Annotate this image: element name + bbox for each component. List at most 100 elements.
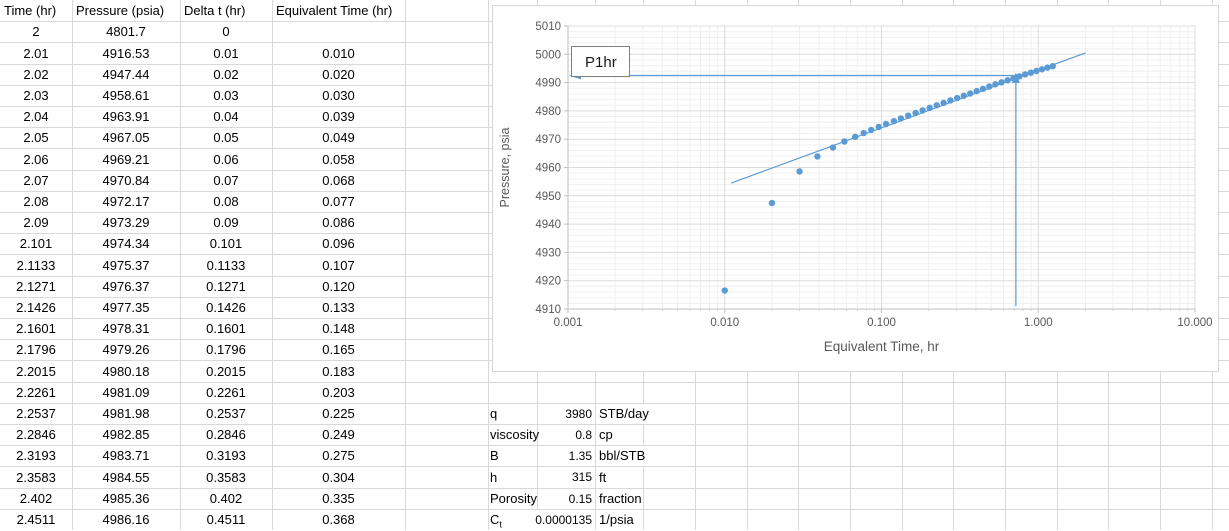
table-cell[interactable]: 0.039 [322, 109, 355, 124]
table-cell[interactable]: 0.01 [213, 46, 239, 61]
table-cell[interactable]: 4969.21 [102, 152, 150, 167]
table-cell[interactable]: 4978.31 [102, 321, 150, 336]
table-cell[interactable]: 4967.05 [102, 130, 150, 145]
table-cell[interactable]: 0.1271 [206, 279, 246, 294]
table-cell[interactable]: 2.09 [23, 215, 49, 230]
table-cell[interactable]: 0.2846 [206, 427, 246, 442]
table-cell[interactable]: 0.1133 [206, 258, 246, 273]
table-cell[interactable]: 4980.18 [102, 364, 150, 379]
table-cell[interactable]: 0.101 [209, 236, 243, 251]
param-label[interactable]: h [490, 470, 498, 485]
table-cell[interactable]: 2.02 [23, 67, 49, 82]
table-cell[interactable]: 0.08 [213, 194, 239, 209]
table-cell[interactable]: 0.249 [322, 427, 355, 442]
table-cell[interactable]: 4979.26 [102, 342, 150, 357]
table-cell[interactable]: 4976.37 [102, 279, 150, 294]
table-cell[interactable]: 2.2015 [16, 364, 56, 379]
param-unit[interactable]: STB/day [596, 404, 649, 424]
table-cell[interactable]: 4982.85 [102, 427, 150, 442]
table-cell[interactable]: 2.2537 [16, 406, 56, 421]
table-cell[interactable]: 4985.36 [102, 491, 150, 506]
table-cell[interactable]: 0.304 [322, 470, 355, 485]
param-unit[interactable]: bbl/STB [596, 446, 646, 466]
table-cell[interactable]: 4984.55 [102, 470, 150, 485]
param-value[interactable]: 0.15 [566, 489, 594, 509]
table-cell[interactable]: 0.133 [322, 300, 355, 315]
table-cell[interactable]: 2.1796 [16, 342, 56, 357]
param-label[interactable]: viscosity [490, 427, 540, 442]
table-cell[interactable]: 0.183 [322, 364, 355, 379]
table-cell[interactable]: 4986.16 [102, 512, 150, 527]
table-cell[interactable]: 2.01 [23, 46, 49, 61]
table-cell[interactable]: 0.2015 [206, 364, 246, 379]
param-unit[interactable]: cp [596, 425, 643, 445]
table-cell[interactable]: 4970.84 [102, 173, 150, 188]
column-header[interactable]: Pressure (psia) [76, 3, 165, 18]
table-cell[interactable]: 4981.98 [102, 406, 150, 421]
table-cell[interactable]: 2.1601 [16, 321, 56, 336]
table-cell[interactable]: 2.101 [19, 236, 53, 251]
table-cell[interactable]: 4981.09 [102, 385, 150, 400]
table-cell[interactable] [273, 22, 404, 42]
table-cell[interactable]: 2.1271 [16, 279, 56, 294]
table-cell[interactable]: 0.3193 [206, 448, 246, 463]
table-cell[interactable]: 2.3583 [16, 470, 56, 485]
table-cell[interactable]: 4972.17 [102, 194, 150, 209]
table-cell[interactable]: 0.107 [322, 258, 355, 273]
table-cell[interactable]: 2.08 [23, 194, 49, 209]
table-cell[interactable]: 0.096 [322, 236, 355, 251]
table-cell[interactable]: 0.2537 [206, 406, 246, 421]
table-cell[interactable]: 0.077 [322, 194, 355, 209]
table-cell[interactable]: 0.4511 [206, 512, 246, 527]
table-cell[interactable]: 4958.61 [102, 88, 150, 103]
param-label[interactable]: q [490, 406, 498, 421]
param-label[interactable]: Porosity [490, 491, 537, 506]
param-label[interactable]: B [490, 448, 499, 463]
table-cell[interactable]: 0.203 [322, 385, 355, 400]
param-unit[interactable]: 1/psia [596, 510, 643, 530]
table-cell[interactable]: 0.1796 [206, 342, 246, 357]
table-cell[interactable]: 2.06 [23, 152, 49, 167]
table-cell[interactable]: 0.03 [213, 88, 239, 103]
table-cell[interactable]: 2.1133 [16, 258, 56, 273]
table-cell[interactable]: 4801.7 [106, 24, 146, 39]
table-cell[interactable]: 0.049 [322, 130, 355, 145]
table-cell[interactable]: 4977.35 [102, 300, 150, 315]
table-cell[interactable]: 0.120 [322, 279, 355, 294]
table-cell[interactable]: 2.4511 [16, 512, 56, 527]
table-cell[interactable]: 0.148 [322, 321, 355, 336]
table-cell[interactable]: 0.09 [213, 215, 239, 230]
table-cell[interactable]: 0.04 [213, 109, 239, 124]
table-cell[interactable]: 0.010 [322, 46, 355, 61]
table-cell[interactable]: 0.402 [209, 491, 243, 506]
table-cell[interactable]: 2.05 [23, 130, 49, 145]
table-cell[interactable]: 4916.53 [102, 46, 150, 61]
table-cell[interactable]: 0.2261 [206, 385, 246, 400]
table-cell[interactable]: 4973.29 [102, 215, 150, 230]
table-cell[interactable]: 0.3583 [206, 470, 246, 485]
column-header[interactable]: Time (hr) [4, 3, 57, 18]
param-value[interactable]: 1.35 [566, 446, 594, 466]
p1hr-callout-box[interactable] [571, 46, 630, 77]
table-cell[interactable]: 0.335 [322, 491, 355, 506]
table-cell[interactable]: 0.058 [322, 152, 355, 167]
column-header[interactable]: Delta t (hr) [184, 3, 246, 18]
table-cell[interactable]: 0.07 [213, 173, 239, 188]
table-cell[interactable]: 4983.71 [102, 448, 150, 463]
table-cell[interactable]: 0.1601 [206, 321, 246, 336]
pressure-buildup-chart[interactable]: 4910 4920 4930 4940 4950 4960 4970 4980 4990 5000… [492, 5, 1219, 372]
column-header[interactable]: Equivalent Time (hr) [276, 3, 393, 18]
table-cell[interactable]: 2.04 [23, 109, 49, 124]
table-cell[interactable]: 2.3193 [16, 448, 56, 463]
table-cell[interactable]: 4975.37 [102, 258, 150, 273]
table-cell[interactable]: 0.06 [213, 152, 239, 167]
table-cell[interactable]: 4947.44 [102, 67, 150, 82]
table-cell[interactable]: 2.2846 [16, 427, 56, 442]
table-cell[interactable]: 2 [32, 24, 40, 39]
table-cell[interactable]: 0.068 [322, 173, 355, 188]
table-cell[interactable]: 0.1426 [206, 300, 246, 315]
table-cell[interactable]: 0.368 [322, 512, 355, 527]
table-cell[interactable]: 0.165 [322, 342, 355, 357]
param-value[interactable]: 3980 [563, 404, 594, 424]
param-unit[interactable]: ft [596, 467, 643, 488]
